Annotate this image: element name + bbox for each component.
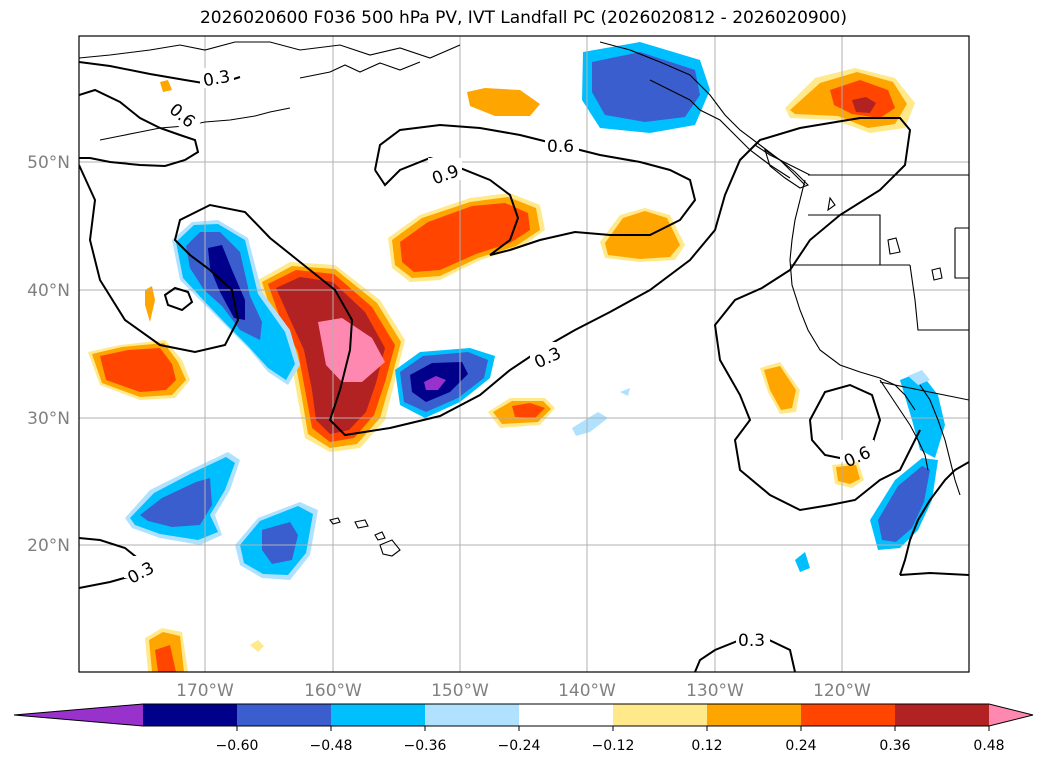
colorbar-segment: [143, 704, 238, 726]
colorbar-tick-label: −0.60: [216, 738, 259, 754]
lon-label-130w: 130°W: [686, 681, 744, 701]
lat-label-50n: 50°N: [27, 153, 70, 173]
contour-label: 0.3: [738, 631, 765, 651]
colorbar-tick-label: −0.12: [592, 738, 635, 754]
map-title: 2026020600 F036 500 hPa PV, IVT Landfall…: [199, 8, 847, 28]
colorbar-segment: [519, 704, 614, 726]
map-background: [79, 36, 969, 672]
colorbar: −0.60 −0.48 −0.36 −0.24 −0.12 0.12 0.24 0.36 0.4…: [13, 703, 1034, 754]
colorbar-segment: [613, 704, 708, 726]
colorbar-segment: [895, 704, 990, 726]
lon-label-150w: 150°W: [431, 681, 489, 701]
colorbar-segment: [801, 704, 896, 726]
colorbar-tick-label: 0.12: [691, 738, 722, 754]
colorbar-tick-label: −0.24: [498, 738, 541, 754]
colorbar-segment: [425, 704, 520, 726]
contour-0.6-loop: [808, 383, 882, 462]
contour-0.6-central: [79, 117, 921, 512]
colorbar-segment: [237, 704, 332, 726]
gridlines: [79, 36, 969, 672]
colorbar-tick-label: −0.36: [404, 738, 447, 754]
contour-loop-170w: [163, 286, 194, 312]
lat-label-30n: 30°N: [27, 409, 70, 429]
contour-east: [899, 461, 969, 576]
colorbar-tick-label: −0.48: [310, 738, 353, 754]
lon-label-170w: 170°W: [176, 681, 234, 701]
colorbar-ticks: −0.60 −0.48 −0.36 −0.24 −0.12 0.12 0.24 0.36 0.4…: [216, 726, 1005, 754]
lon-label-160w: 160°W: [304, 681, 362, 701]
contour-label: 0.3: [202, 67, 232, 91]
colorbar-segments: [14, 704, 1033, 726]
colorbar-tick-label: 0.36: [879, 738, 910, 754]
colorbar-outline: [13, 703, 1034, 727]
colorbar-extend-high: [989, 704, 1033, 726]
lon-label-120w: 120°W: [813, 681, 871, 701]
contour-0.6-nw: [79, 88, 200, 168]
contour-label: 0.6: [547, 137, 574, 157]
coastlines: [79, 41, 969, 557]
lon-label-140w: 140°W: [558, 681, 616, 701]
colorbar-segment: [707, 704, 802, 726]
map-frame: [78, 35, 970, 673]
colorbar-tick-label: 0.48: [973, 738, 1004, 754]
colorbar-extend-low: [14, 704, 143, 726]
colorbar-segment: [331, 704, 426, 726]
lat-label-20n: 20°N: [27, 536, 70, 556]
contour-0.9: [374, 123, 697, 256]
lat-label-40n: 40°N: [27, 281, 70, 301]
colorbar-tick-label: 0.24: [785, 738, 816, 754]
